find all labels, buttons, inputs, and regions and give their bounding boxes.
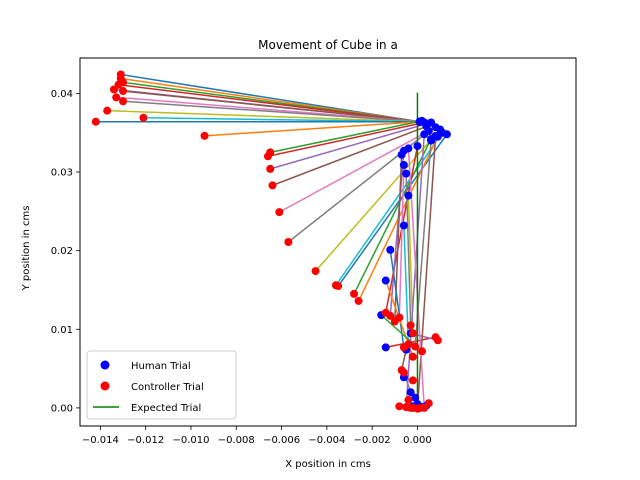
chart-title: Movement of Cube in a	[258, 38, 398, 52]
controller-trial-point	[354, 296, 363, 305]
controller-trial-point	[139, 113, 148, 122]
controller-trial-point	[91, 117, 100, 126]
plot-frame	[79, 57, 577, 427]
controller-trial-point	[399, 343, 408, 352]
x-axis-label: X position in cms	[285, 459, 371, 470]
human-trial-point	[404, 191, 413, 200]
controller-trial-point	[200, 131, 209, 140]
legend-label: Human Trial	[131, 361, 191, 372]
human-trial-point	[406, 388, 415, 397]
controller-trial-point	[406, 321, 415, 330]
trial-line	[416, 135, 437, 409]
controller-trial-point	[395, 313, 404, 322]
controller-trial-point	[386, 311, 395, 320]
human-trial-point	[397, 150, 406, 159]
controller-trial-point	[433, 336, 442, 345]
controller-trial-point	[112, 93, 121, 102]
x-tick-label: −0.008	[218, 435, 255, 446]
controller-trial-point	[109, 85, 118, 94]
controller-trial-point	[395, 402, 404, 411]
controller-trial-point	[266, 164, 275, 173]
controller-trial-point	[119, 87, 128, 96]
human-trial-point	[427, 136, 436, 145]
legend: Human Trial Controller Trial Expected Tria…	[86, 350, 237, 420]
controller-trial-point	[420, 403, 429, 412]
y-tick-label: 0.03	[51, 168, 73, 179]
legend-label: Expected Trial	[131, 403, 201, 414]
x-tick-label: 0.000	[403, 435, 432, 446]
trial-line	[107, 109, 420, 123]
human-trial-point	[399, 160, 408, 169]
y-axis: 0.00 0.01 0.02 0.03 0.04	[51, 89, 80, 414]
human-trial-point	[420, 130, 429, 139]
legend-label: Controller Trial	[131, 382, 204, 393]
x-tick-label: −0.012	[127, 435, 164, 446]
x-axis: −0.014 −0.012 −0.010 −0.008 −0.006 −0.004 −0.0…	[82, 426, 432, 446]
controller-trial-point	[402, 403, 411, 412]
human-trial-point	[442, 130, 451, 139]
trial-line	[118, 83, 420, 123]
y-tick-label: 0.01	[51, 325, 73, 336]
controller-trial-point	[284, 238, 293, 246]
human-trial-point	[413, 142, 422, 151]
x-tick-label: −0.014	[82, 435, 119, 446]
trial-lines	[95, 73, 448, 409]
legend-marker	[100, 360, 110, 370]
x-tick-label: −0.004	[308, 435, 345, 446]
trial-line	[270, 120, 423, 154]
trial-line	[389, 249, 405, 348]
controller-trial-point	[408, 376, 417, 385]
x-tick-label: −0.002	[354, 435, 391, 446]
y-axis-label: Y position in cms	[21, 206, 32, 292]
human-trial-point	[399, 221, 408, 230]
controller-trial-points	[91, 70, 442, 413]
trial-line	[398, 164, 405, 318]
human-trial-point	[381, 343, 390, 352]
legend-box	[86, 350, 237, 420]
trial-line	[389, 150, 405, 316]
trial-line	[353, 138, 432, 295]
controller-trial-point	[103, 106, 112, 115]
trial-line	[407, 148, 426, 408]
human-trial-point	[386, 245, 395, 254]
controller-trial-point	[334, 282, 343, 291]
trial-line	[204, 120, 420, 137]
trial-line	[270, 121, 432, 170]
trial-line	[122, 90, 420, 123]
controller-trial-point	[413, 404, 422, 413]
controller-trial-point	[411, 342, 420, 351]
controller-trial-point	[408, 352, 417, 361]
controller-trial-point	[404, 396, 413, 405]
trial-line	[314, 129, 441, 272]
human-trial-point	[411, 393, 420, 402]
controller-trial-point	[275, 208, 284, 217]
y-tick-label: 0.00	[51, 403, 73, 414]
y-tick-label: 0.02	[51, 246, 73, 257]
trial-line	[267, 121, 425, 158]
trial-line	[278, 126, 436, 213]
controller-trial-point	[408, 329, 417, 338]
legend-marker	[100, 381, 110, 391]
trial-line	[335, 132, 443, 286]
controller-trial-point	[268, 181, 277, 190]
controller-trial-point	[417, 347, 426, 356]
trial-line	[272, 125, 427, 187]
x-tick-label: −0.006	[263, 435, 300, 446]
controller-trial-point	[350, 289, 359, 298]
trial-line	[337, 133, 448, 287]
human-trial-point	[404, 144, 413, 153]
controller-trial-point	[263, 152, 272, 161]
x-tick-label: −0.010	[172, 435, 209, 446]
human-trial-point	[381, 276, 390, 285]
controller-trial-point	[399, 368, 408, 377]
controller-trial-point	[119, 97, 128, 106]
trial-line	[122, 100, 420, 123]
y-tick-label: 0.04	[51, 89, 73, 100]
human-trial-point	[402, 169, 411, 178]
controller-trial-point	[311, 267, 320, 276]
